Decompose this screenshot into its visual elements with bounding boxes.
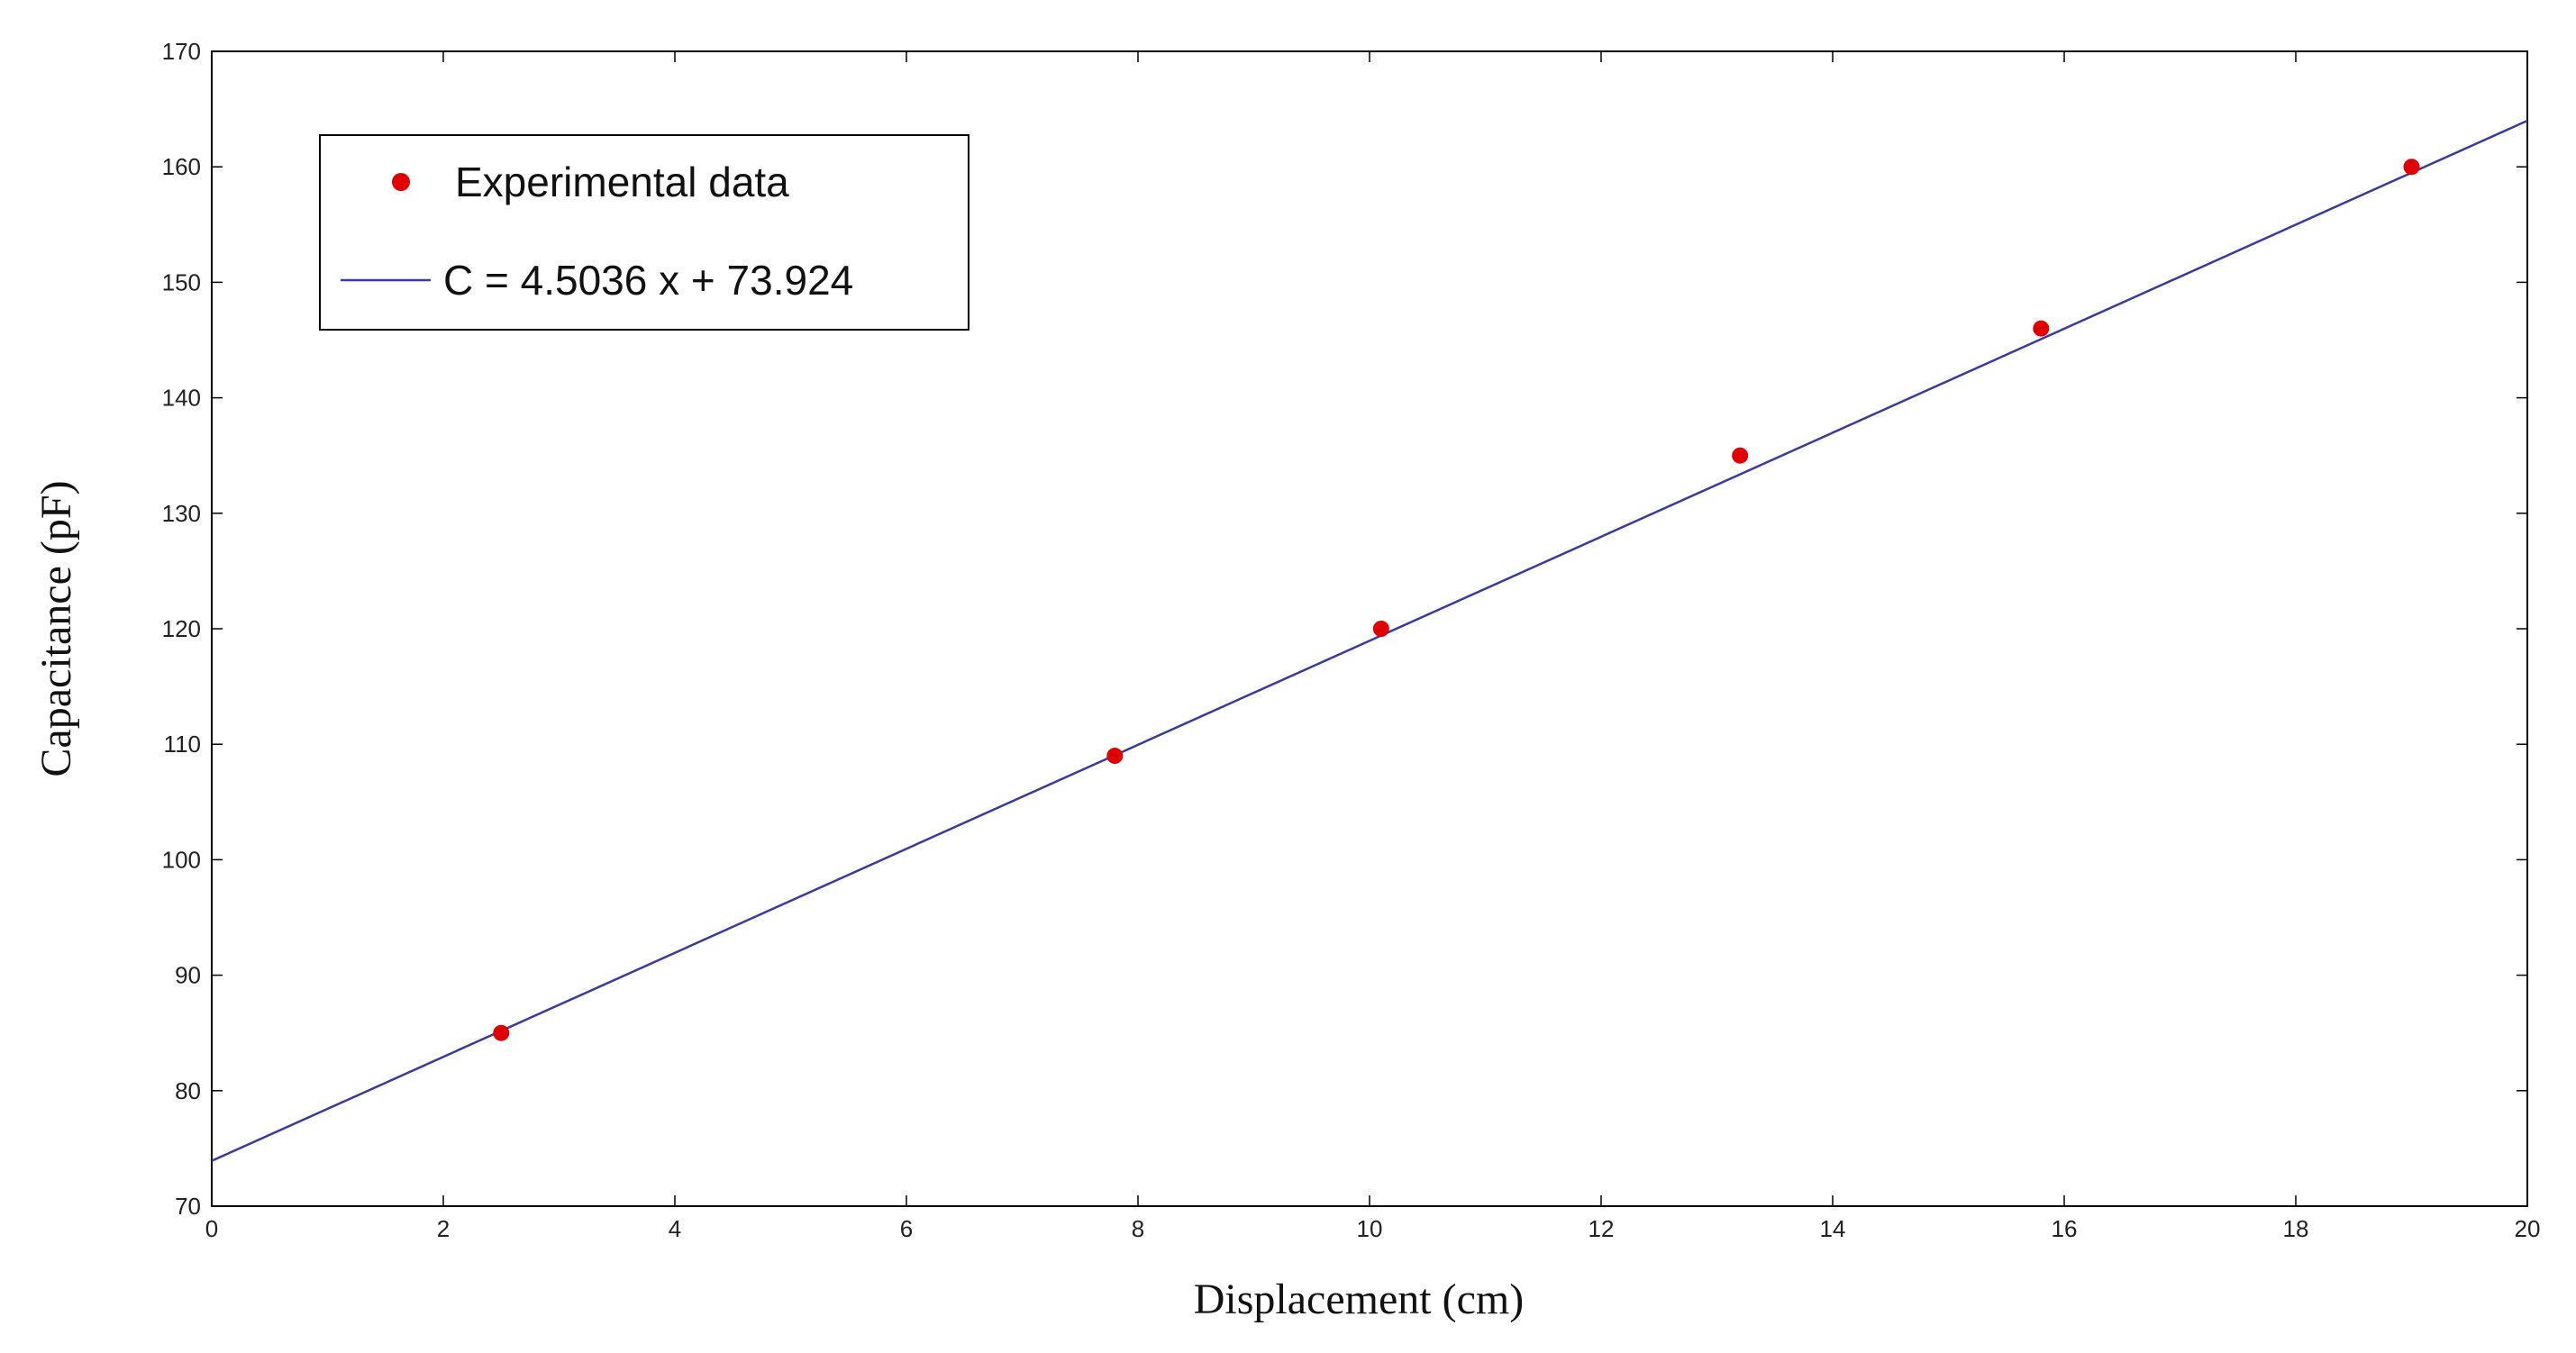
x-tick-label: 14	[1820, 1215, 1846, 1242]
data-point	[1106, 748, 1124, 765]
y-tick-label: 140	[162, 385, 201, 412]
x-tick-label: 12	[1588, 1215, 1615, 1242]
y-tick-label: 120	[162, 615, 201, 642]
legend-label-experimental: Experimental data	[455, 159, 789, 205]
y-tick-label: 110	[164, 731, 201, 758]
x-tick-label: 2	[437, 1215, 450, 1242]
x-tick-label: 8	[1132, 1215, 1144, 1242]
data-point	[2033, 320, 2050, 337]
data-point	[493, 1024, 510, 1041]
y-tick-label: 160	[162, 153, 201, 180]
legend-label-fit: C = 4.5036 x + 73.924	[443, 257, 853, 304]
data-point	[1372, 621, 1389, 637]
y-tick-label: 90	[175, 962, 201, 989]
y-tick-label: 150	[162, 268, 201, 295]
x-axis-title: Displacement (cm)	[1194, 1276, 1525, 1323]
x-tick-label: 10	[1357, 1215, 1383, 1242]
legend-marker-experimental	[392, 173, 410, 191]
y-tick-label: 70	[175, 1193, 201, 1220]
legend: Experimental data C = 4.5036 x + 73.924	[319, 134, 969, 331]
y-axis-title: Capacitance (pF)	[32, 480, 80, 776]
data-point	[2403, 159, 2420, 176]
fit-line	[211, 119, 2528, 1162]
x-tick-label: 6	[900, 1215, 913, 1242]
x-tick-label: 18	[2283, 1215, 2309, 1242]
y-tick-label: 170	[162, 38, 201, 65]
x-tick-labels: 0 2 4 6 8 10 12 14 16 18 20	[205, 1215, 2541, 1242]
data-point	[1732, 447, 1749, 464]
y-tick-label: 130	[162, 500, 201, 527]
x-tick-label: 16	[2052, 1215, 2078, 1242]
x-tick-label: 20	[2515, 1215, 2541, 1242]
legend-box	[319, 134, 969, 331]
series-layer	[211, 119, 2528, 1162]
x-tick-label: 0	[205, 1215, 218, 1242]
y-tick-labels: 70 80 90 100 110 120 130 140 150 160 170	[162, 38, 201, 1220]
x-tick-label: 4	[669, 1215, 681, 1242]
y-tick-label: 80	[175, 1077, 201, 1104]
axis-ticks	[211, 50, 2528, 1207]
y-tick-label: 100	[162, 846, 201, 873]
